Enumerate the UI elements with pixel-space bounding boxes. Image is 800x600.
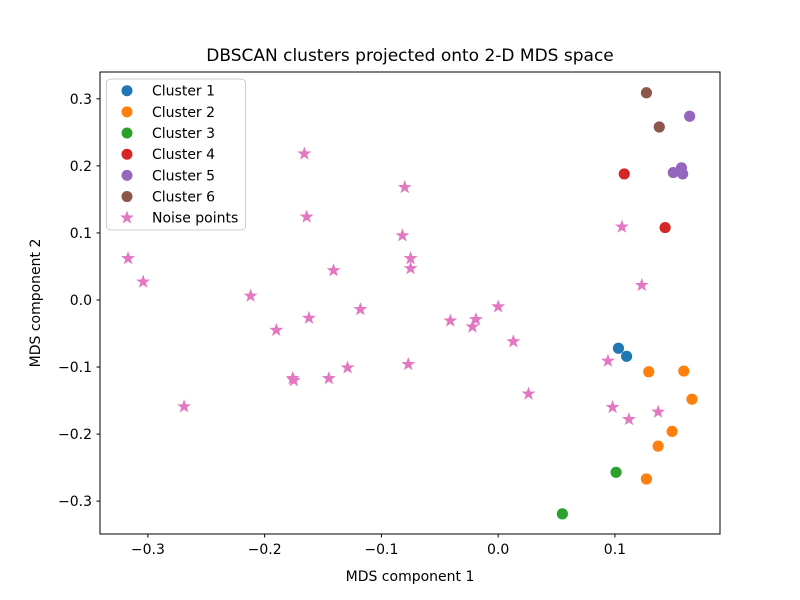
noise-point-star xyxy=(491,299,506,313)
scatter-point xyxy=(678,365,690,377)
noise-point-star xyxy=(177,399,192,413)
legend-box xyxy=(106,78,246,231)
legend-marker-circle xyxy=(121,85,133,97)
scatter-point xyxy=(618,168,630,180)
scatter-point xyxy=(667,166,679,179)
legend-label: Noise points xyxy=(152,211,238,227)
legend-label: Cluster 1 xyxy=(152,84,215,100)
scatter-point xyxy=(556,508,568,520)
noise-point-star xyxy=(353,302,368,316)
legend-marker-star xyxy=(120,210,134,224)
noise-point-star xyxy=(326,263,341,277)
scatter-point xyxy=(610,466,622,478)
noise-point-star xyxy=(286,373,301,387)
y-tick-label: −0.1 xyxy=(58,360,92,376)
noise-point-star xyxy=(297,146,312,160)
noise-point-star xyxy=(600,353,615,367)
x-axis-label: MDS component 1 xyxy=(346,569,475,585)
scatter-point xyxy=(640,473,653,485)
legend-label: Cluster 4 xyxy=(152,147,215,163)
scatter-point xyxy=(659,221,671,234)
x-tick-label: −0.2 xyxy=(248,542,282,558)
y-tick-label: −0.2 xyxy=(58,427,92,443)
scatter-point xyxy=(640,87,653,99)
noise-point-star xyxy=(443,313,458,327)
points-layer xyxy=(121,87,698,520)
ticks-layer: −0.3 −0.2 −0.1 0.0 0.1 0.3 0.2 0.1 0.0 −0.1 −0.2 −0… xyxy=(58,92,626,558)
scatter-point xyxy=(666,425,678,438)
noise-point-star xyxy=(299,209,314,223)
noise-point-star xyxy=(321,371,336,385)
legend-label: Cluster 3 xyxy=(152,126,215,142)
y-tick-label: −0.3 xyxy=(58,494,92,510)
y-axis-label: MDS component 2 xyxy=(28,239,44,368)
y-tick-label: 0.0 xyxy=(70,293,92,309)
noise-point-star xyxy=(469,312,483,326)
axes-frame xyxy=(99,71,721,535)
legend-marker-circle xyxy=(121,148,133,160)
noise-point-star xyxy=(621,412,636,426)
x-tick-label: −0.1 xyxy=(364,542,398,558)
legend-marker-circle xyxy=(121,127,133,139)
noise-point-star xyxy=(634,277,649,292)
noise-point-star xyxy=(614,219,629,233)
y-tick-label: 0.3 xyxy=(70,92,92,108)
noise-point-star xyxy=(121,251,135,265)
noise-point-star xyxy=(302,310,316,324)
noise-point-star xyxy=(136,274,151,288)
noise-point-star xyxy=(340,360,355,374)
y-tick-label: 0.2 xyxy=(70,159,92,175)
scatter-point xyxy=(684,110,696,122)
noise-point-star xyxy=(506,334,521,348)
noise-point-star xyxy=(403,251,418,265)
scatter-point xyxy=(612,342,625,354)
noise-point-star xyxy=(269,322,284,337)
legend-label: Cluster 6 xyxy=(152,190,215,206)
legend: Cluster 1 Cluster 2 Cluster 3 Cluster 4 Clus… xyxy=(106,78,246,231)
scatter-point xyxy=(652,440,664,452)
noise-point-star xyxy=(395,228,410,242)
legend-marker-circle xyxy=(121,169,133,181)
scatter-point xyxy=(643,366,655,378)
x-tick-label: −0.3 xyxy=(131,542,165,558)
scatter-point xyxy=(653,121,665,133)
x-tick-label: 0.1 xyxy=(604,542,626,558)
legend-marker-circle xyxy=(121,106,133,118)
noise-point-star xyxy=(605,399,620,414)
scatter-point xyxy=(686,393,698,405)
scatter-point xyxy=(677,168,689,180)
chart-title: DBSCAN clusters projected onto 2-D MDS s… xyxy=(206,46,614,66)
noise-point-star xyxy=(401,357,416,371)
noise-point-star xyxy=(465,319,480,333)
legend-marker-circle xyxy=(121,191,133,203)
y-tick-label: 0.1 xyxy=(70,226,92,242)
scatter-point xyxy=(620,350,633,362)
noise-point-star xyxy=(521,386,536,400)
legend-label: Cluster 2 xyxy=(152,105,215,121)
noise-point-star xyxy=(243,288,258,302)
noise-point-star xyxy=(397,180,412,194)
legend-label: Cluster 5 xyxy=(152,168,215,184)
noise-point-star xyxy=(403,261,418,275)
noise-point-star xyxy=(651,404,666,418)
x-tick-label: 0.0 xyxy=(487,542,509,558)
